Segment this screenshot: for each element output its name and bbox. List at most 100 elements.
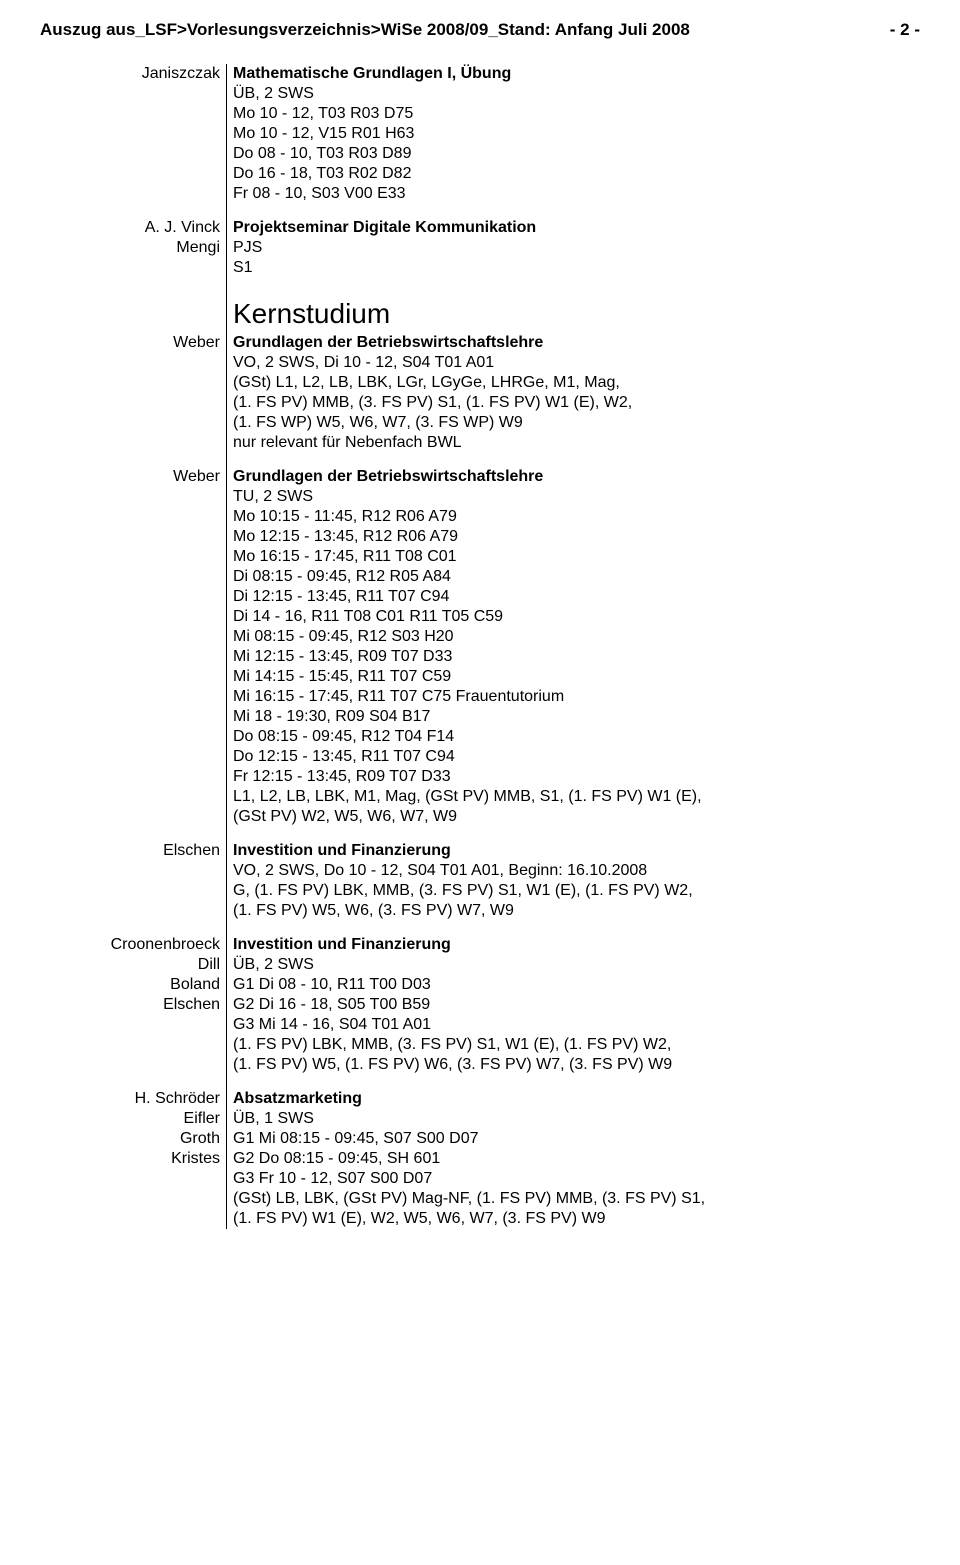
instructor-cell (40, 567, 227, 587)
course-line: PJS (233, 238, 920, 258)
instructor-cell (40, 373, 227, 393)
table-row: Do 08:15 - 09:45, R12 T04 F14 (40, 727, 920, 747)
instructor-cell: Boland (40, 975, 227, 995)
instructor-cell: Kristes (40, 1149, 227, 1169)
spacer-cell (40, 453, 227, 467)
spacer-cell (40, 204, 227, 218)
instructor-cell (40, 807, 227, 827)
instructor-cell (40, 547, 227, 567)
course-line: (GSt PV) W2, W5, W6, W7, W9 (233, 807, 920, 827)
instructor-cell (40, 1055, 227, 1075)
table-row: Di 12:15 - 13:45, R11 T07 C94 (40, 587, 920, 607)
instructor-name: H. Schröder (40, 1089, 220, 1109)
instructor-cell (40, 687, 227, 707)
content-cell: Do 12:15 - 13:45, R11 T07 C94 (227, 747, 921, 767)
content-cell: Mo 10:15 - 11:45, R12 R06 A79 (227, 507, 921, 527)
instructor-cell (40, 1015, 227, 1035)
spacer-cell (227, 278, 921, 292)
course-line: (1. FS PV) LBK, MMB, (3. FS PV) S1, W1 (… (233, 1035, 920, 1055)
table-row: S1 (40, 258, 920, 278)
course-line: G, (1. FS PV) LBK, MMB, (3. FS PV) S1, W… (233, 881, 920, 901)
table-row: KristesG2 Do 08:15 - 09:45, SH 601 (40, 1149, 920, 1169)
course-line: Mo 16:15 - 17:45, R11 T08 C01 (233, 547, 920, 567)
instructor-cell: A. J. Vinck (40, 218, 227, 238)
table-row: (1. FS PV) W5, W6, (3. FS PV) W7, W9 (40, 901, 920, 921)
table-row: Mo 10 - 12, V15 R01 H63 (40, 124, 920, 144)
table-row: ElschenInvestition und Finanzierung (40, 841, 920, 861)
table-row: A. J. Vinck Projektseminar Digitale Kommu… (40, 218, 920, 238)
course-title: Projektseminar Digitale Kommunikation (233, 218, 920, 238)
spacer-row (40, 921, 920, 935)
course-line: Fr 12:15 - 13:45, R09 T07 D33 (233, 767, 920, 787)
content-cell: G1 Di 08 - 10, R11 T00 D03 (227, 975, 921, 995)
table-row: G3 Mi 14 - 16, S04 T01 A01 (40, 1015, 920, 1035)
instructor-name: A. J. Vinck (40, 218, 220, 238)
table-row: Kernstudium (40, 292, 920, 333)
course-title: Investition und Finanzierung (233, 935, 920, 955)
table-row: WeberGrundlagen der Betriebswirtschaftsl… (40, 467, 920, 487)
content-cell: Do 08 - 10, T03 R03 D89 (227, 144, 921, 164)
course-line: (1. FS PV) W1 (E), W2, W5, W6, W7, (3. F… (233, 1209, 920, 1229)
page-header: Auszug aus_LSF>Vorlesungsverzeichnis>WiS… (40, 20, 920, 40)
course-line: Di 12:15 - 13:45, R11 T07 C94 (233, 587, 920, 607)
table-row: DillÜB, 2 SWS (40, 955, 920, 975)
table-row: (GSt PV) W2, W5, W6, W7, W9 (40, 807, 920, 827)
table-row: (GSt) LB, LBK, (GSt PV) Mag-NF, (1. FS P… (40, 1189, 920, 1209)
instructor-name: Groth (40, 1129, 220, 1149)
content-cell: (1. FS PV) W1 (E), W2, W5, W6, W7, (3. F… (227, 1209, 921, 1229)
table-row: ÜB, 2 SWS (40, 84, 920, 104)
content-cell: Di 14 - 16, R11 T08 C01 R11 T05 C59 (227, 607, 921, 627)
content-cell: (1. FS PV) W5, (1. FS PV) W6, (3. FS PV)… (227, 1055, 921, 1075)
spacer-row (40, 827, 920, 841)
instructor-cell: Mengi (40, 238, 227, 258)
instructor-cell (40, 413, 227, 433)
content-cell: VO, 2 SWS, Di 10 - 12, S04 T01 A01 (227, 353, 921, 373)
table-row: (1. FS PV) W5, (1. FS PV) W6, (3. FS PV)… (40, 1055, 920, 1075)
instructor-cell (40, 787, 227, 807)
instructor-cell: Eifler (40, 1109, 227, 1129)
content-cell: Mi 18 - 19:30, R09 S04 B17 (227, 707, 921, 727)
instructor-name: Elschen (40, 995, 220, 1015)
content-cell: TU, 2 SWS (227, 487, 921, 507)
course-title: Absatzmarketing (233, 1089, 920, 1109)
content-cell: (GSt) L1, L2, LB, LBK, LGr, LGyGe, LHRGe… (227, 373, 921, 393)
course-title: Mathematische Grundlagen I, Übung (233, 64, 920, 84)
table-row: Di 14 - 16, R11 T08 C01 R11 T05 C59 (40, 607, 920, 627)
content-cell: (1. FS WP) W5, W6, W7, (3. FS WP) W9 (227, 413, 921, 433)
content-cell: G2 Di 16 - 18, S05 T00 B59 (227, 995, 921, 1015)
course-line: G3 Fr 10 - 12, S07 S00 D07 (233, 1169, 920, 1189)
instructor-cell (40, 104, 227, 124)
table-row: G3 Fr 10 - 12, S07 S00 D07 (40, 1169, 920, 1189)
course-line: ÜB, 1 SWS (233, 1109, 920, 1129)
table-row: H. Schröder Absatzmarketing (40, 1089, 920, 1109)
instructor-cell (40, 353, 227, 373)
instructor-cell: Weber (40, 333, 227, 353)
table-row: BolandG1 Di 08 - 10, R11 T00 D03 (40, 975, 920, 995)
instructor-cell (40, 487, 227, 507)
content-cell: PJS (227, 238, 921, 258)
content-cell: S1 (227, 258, 921, 278)
course-line: (1. FS WP) W5, W6, W7, (3. FS WP) W9 (233, 413, 920, 433)
content-cell: Mi 08:15 - 09:45, R12 S03 H20 (227, 627, 921, 647)
instructor-cell (40, 767, 227, 787)
instructor-cell (40, 747, 227, 767)
instructor-cell (40, 84, 227, 104)
course-line: Mi 18 - 19:30, R09 S04 B17 (233, 707, 920, 727)
spacer-cell (227, 827, 921, 841)
instructor-cell (40, 258, 227, 278)
content-cell: nur relevant für Nebenfach BWL (227, 433, 921, 453)
content-cell: Grundlagen der Betriebswirtschaftslehre (227, 333, 921, 353)
content-table: JaniszczakMathematische Grundlagen I, Üb… (40, 64, 920, 1229)
course-line: Mi 08:15 - 09:45, R12 S03 H20 (233, 627, 920, 647)
page-number: - 2 - (890, 20, 920, 40)
table-row: (1. FS PV) MMB, (3. FS PV) S1, (1. FS PV… (40, 393, 920, 413)
course-title: Grundlagen der Betriebswirtschaftslehre (233, 333, 920, 353)
table-row: (1. FS PV) LBK, MMB, (3. FS PV) S1, W1 (… (40, 1035, 920, 1055)
spacer-cell (227, 921, 921, 935)
table-row: Elschen G2 Di 16 - 18, S05 T00 B59 (40, 995, 920, 1015)
instructor-cell (40, 1169, 227, 1189)
table-row: Weber Grundlagen der Betriebswirtschaftsl… (40, 333, 920, 353)
table-row: Fr 12:15 - 13:45, R09 T07 D33 (40, 767, 920, 787)
content-cell: Mo 16:15 - 17:45, R11 T08 C01 (227, 547, 921, 567)
instructor-cell: Croonenbroeck (40, 935, 227, 955)
